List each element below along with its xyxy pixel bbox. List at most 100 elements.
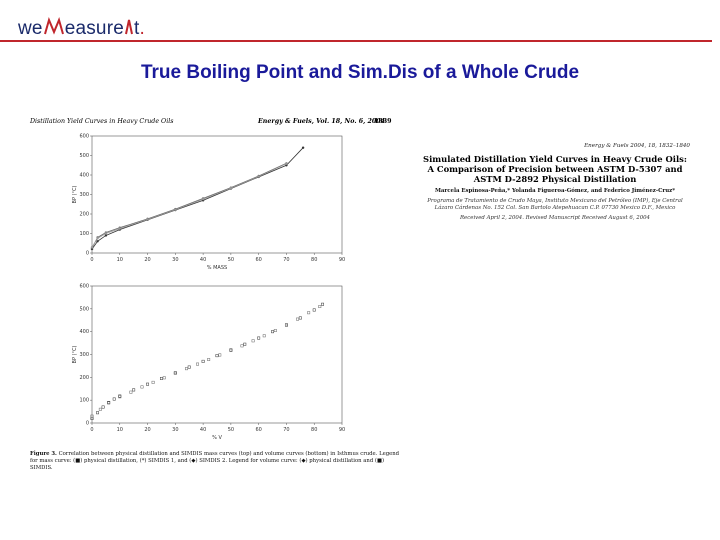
x-tick-label: 30	[172, 257, 178, 263]
data-point	[257, 175, 260, 178]
y-tick-label: 100	[79, 398, 89, 404]
series-line	[91, 163, 287, 248]
x-tick-label: 0	[90, 427, 93, 433]
y-tick-label: 400	[79, 329, 89, 335]
y-tick-label: 600	[79, 284, 89, 290]
data-point	[104, 234, 108, 237]
data-point	[118, 394, 122, 398]
data-point	[184, 367, 188, 371]
x-tick-label: 70	[283, 257, 289, 263]
data-point	[112, 397, 116, 401]
data-point	[321, 302, 325, 306]
x-tick-label: 40	[200, 257, 206, 263]
x-tick-label: 10	[117, 427, 123, 433]
x-tick-label: 90	[339, 427, 345, 433]
slide-title: True Boiling Point and Sim.Dis of a Whol…	[140, 62, 580, 83]
x-tick-label: 0	[90, 257, 93, 263]
data-point	[196, 362, 200, 366]
data-point	[159, 377, 163, 380]
x-tick-label: 10	[117, 257, 123, 263]
paper-left-running-head: Distillation Yield Curves in Heavy Crude…	[30, 118, 174, 125]
data-point	[104, 232, 108, 235]
data-point	[98, 407, 102, 411]
x-tick-label: 50	[228, 257, 234, 263]
y-tick-label: 400	[79, 173, 89, 179]
x-tick-label: 80	[311, 257, 317, 263]
x-tick-label: 70	[283, 427, 289, 433]
x-tick-label: 20	[144, 257, 150, 263]
x-tick-label: 90	[339, 257, 345, 263]
paper-title: Simulated Distillation Yield Curves in H…	[423, 154, 687, 184]
data-point	[312, 308, 316, 312]
y-tick-label: 200	[79, 375, 89, 381]
data-point	[273, 329, 277, 332]
y-tick-label: 300	[79, 192, 89, 198]
data-point	[129, 390, 133, 394]
x-tick-label: 60	[255, 257, 261, 263]
data-point	[140, 385, 144, 389]
data-point	[101, 405, 105, 409]
figure-caption: Figure 3. Correlation between physical d…	[30, 451, 402, 472]
y-tick-label: 600	[79, 134, 89, 140]
data-point	[90, 245, 94, 249]
y-tick-label: 0	[86, 421, 89, 427]
y-axis-label: BP (°C)	[72, 345, 78, 363]
data-point	[271, 330, 275, 334]
paper-citation: Energy & Fuels 2004, 18, 1832–1840	[584, 143, 690, 149]
x-tick-label: 60	[255, 427, 261, 433]
logo-m-signal-icon	[43, 16, 64, 35]
x-axis-label: % MASS	[207, 265, 227, 271]
data-point	[146, 218, 149, 221]
y-axis-label: BP (°C)	[72, 185, 78, 203]
data-point	[296, 317, 300, 321]
mass-curve-chart: 0 10 20 30 40 50 60 70 80 90 0 100 200 300 400 500 600 % …	[72, 134, 345, 272]
data-point	[118, 227, 121, 230]
series-line	[91, 162, 287, 249]
y-tick-label: 500	[79, 153, 89, 159]
data-point	[251, 339, 255, 343]
x-axis-label: % V	[212, 435, 222, 441]
caption-text: Correlation between physical distillatio…	[30, 451, 400, 471]
data-point	[307, 311, 311, 315]
x-tick-label: 80	[311, 427, 317, 433]
data-point	[174, 208, 177, 211]
x-tick-label: 40	[200, 427, 206, 433]
y-tick-label: 200	[79, 212, 89, 218]
x-tick-label: 20	[144, 427, 150, 433]
data-point	[201, 197, 205, 201]
data-point	[151, 380, 155, 384]
paper-right-running-head: Energy & Fuels, Vol. 18, No. 6, 2004	[258, 118, 386, 125]
data-point	[218, 353, 222, 357]
y-tick-label: 500	[79, 306, 89, 312]
data-point	[318, 305, 322, 309]
data-point	[132, 388, 136, 392]
brand-logo: we easure t.	[18, 12, 145, 39]
data-point	[240, 344, 244, 348]
data-point	[243, 342, 247, 346]
header-divider	[0, 40, 712, 42]
data-point	[162, 376, 166, 380]
data-point	[215, 354, 219, 358]
data-point	[285, 162, 288, 165]
x-tick-label: 50	[228, 427, 234, 433]
data-point	[118, 395, 122, 399]
logo-text: we easure t.	[18, 16, 145, 39]
data-point	[146, 382, 150, 386]
data-point	[262, 334, 266, 338]
paper-front-matter: Energy & Fuels 2004, 18, 1832–1840 Simul…	[420, 143, 690, 222]
data-point	[187, 365, 191, 369]
data-point	[96, 411, 100, 415]
data-point	[173, 371, 177, 375]
data-point	[298, 316, 302, 320]
paper-authors: Marcela Espinosa-Peña,* Yolanda Figueroa…	[434, 188, 676, 194]
data-point	[96, 240, 99, 243]
y-tick-label: 0	[86, 251, 89, 257]
data-point	[229, 348, 233, 352]
y-tick-label: 300	[79, 352, 89, 358]
x-tick-label: 30	[172, 427, 178, 433]
data-point	[257, 336, 261, 340]
data-point	[207, 358, 211, 361]
paper-received: Received April 2, 2004. Revised Manuscri…	[460, 215, 650, 221]
paper-affiliation: Programa de Tratamiento de Crudo Maya, I…	[427, 198, 683, 211]
data-point	[229, 187, 233, 190]
